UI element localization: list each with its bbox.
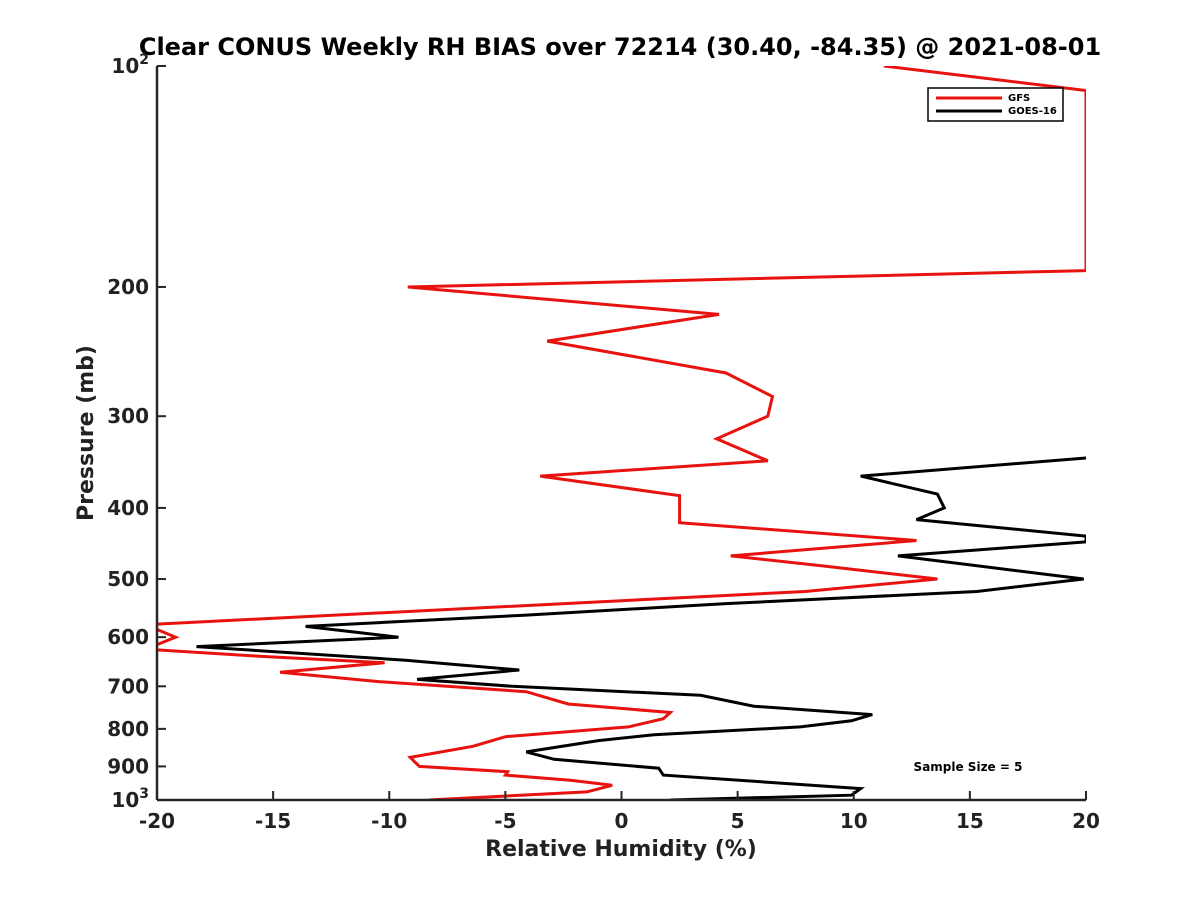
y-tick-exponent: 2 xyxy=(139,52,149,68)
series-line-goes16 xyxy=(196,456,1086,800)
axes-layer xyxy=(155,65,1087,802)
x-tick-label: 15 xyxy=(956,809,984,833)
y-tick-label: 800 xyxy=(107,717,149,741)
y-tick-label: 900 xyxy=(107,754,149,778)
y-tick-label: 200 xyxy=(107,275,149,299)
chart-title: Clear CONUS Weekly RH BIAS over 72214 (3… xyxy=(139,33,1101,61)
series-line-gfs xyxy=(157,66,1086,800)
y-tick-label: 700 xyxy=(107,674,149,698)
x-tick-label: 10 xyxy=(840,809,868,833)
x-tick-label: -20 xyxy=(139,809,175,833)
x-tick-label: 20 xyxy=(1072,809,1100,833)
y-tick-label: 300 xyxy=(107,404,149,428)
series-layer xyxy=(157,66,1086,800)
x-tick-label: -5 xyxy=(494,809,516,833)
y-tick-label: 600 xyxy=(107,625,149,649)
y-tick-label: 400 xyxy=(107,496,149,520)
x-tick-label: 0 xyxy=(615,809,629,833)
y-tick-exponent: 3 xyxy=(139,786,149,802)
legend: GFS GOES-16 xyxy=(927,87,1064,122)
x-axis-label: Relative Humidity (%) xyxy=(485,837,757,862)
y-axis-label: Pressure (mb) xyxy=(74,345,99,521)
y-tick-label: 500 xyxy=(107,567,149,591)
tick-labels: -20 -15 -10 -5 0 5 10 15 20102200300400500600700… xyxy=(107,52,1100,833)
legend-label-gfs: GFS xyxy=(1008,93,1030,104)
legend-label-goes16: GOES-16 xyxy=(1008,106,1057,117)
legend-box xyxy=(927,87,1064,122)
x-tick-label: -15 xyxy=(255,809,291,833)
x-tick-label: 5 xyxy=(731,809,745,833)
x-tick-label: -10 xyxy=(371,809,407,833)
sample-size-annotation: Sample Size = 5 xyxy=(914,760,1023,774)
